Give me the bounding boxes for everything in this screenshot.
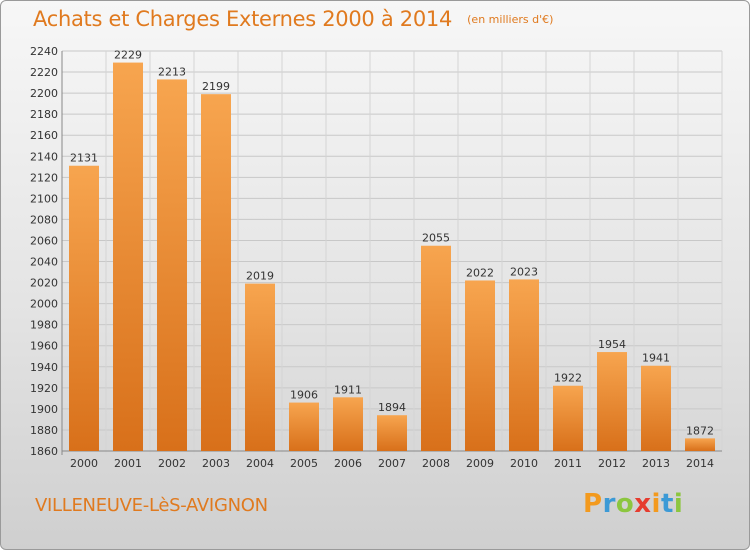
- chart-header: Achats et Charges Externes 2000 à 2014 (…: [33, 7, 553, 31]
- value-label: 2213: [158, 65, 186, 78]
- bar-2006: [333, 397, 363, 451]
- bar-2012: [597, 352, 627, 451]
- y-tick-label: 2100: [30, 192, 58, 205]
- y-tick-label: 2200: [30, 87, 58, 100]
- bar-2014: [685, 438, 715, 451]
- value-label: 1954: [598, 338, 626, 351]
- bar-2005: [289, 402, 319, 451]
- value-label: 2022: [466, 266, 494, 279]
- value-label: 1922: [554, 372, 582, 385]
- x-tick-label: 2004: [246, 457, 274, 470]
- y-tick-label: 1880: [30, 424, 58, 437]
- y-tick-label: 1920: [30, 382, 58, 395]
- chart-unit: (en milliers d'€): [467, 13, 554, 26]
- y-tick-label: 2180: [30, 108, 58, 121]
- x-tick-label: 2002: [158, 457, 186, 470]
- y-tick-label: 2060: [30, 234, 58, 247]
- bar-2003: [201, 94, 231, 451]
- y-tick-label: 2240: [30, 45, 58, 58]
- x-tick-label: 2010: [510, 457, 538, 470]
- value-label: 1906: [290, 389, 318, 402]
- value-label: 1911: [334, 383, 362, 396]
- bar-2010: [509, 279, 539, 451]
- bars: [69, 62, 715, 451]
- value-labels: 2131 2229 2213 2199 2019 1906 1911 1894 2055 2022…: [70, 49, 714, 438]
- bar-2009: [465, 280, 495, 451]
- bar-2013: [641, 365, 671, 451]
- y-tick-label: 2040: [30, 256, 58, 269]
- value-label: 1872: [686, 424, 714, 437]
- x-tick-label: 2013: [642, 457, 670, 470]
- chart-title: Achats et Charges Externes 2000 à 2014: [33, 7, 453, 31]
- x-tick-label: 2012: [598, 457, 626, 470]
- bar-2000: [69, 165, 99, 451]
- bar-2008: [421, 245, 451, 451]
- proxiti-logo[interactable]: Proxiti: [583, 489, 684, 519]
- value-label: 2055: [422, 232, 450, 245]
- value-label: 2199: [202, 80, 230, 93]
- x-tick-label: 2003: [202, 457, 230, 470]
- y-tick-label: 1900: [30, 403, 58, 416]
- y-tick-label: 1960: [30, 340, 58, 353]
- value-label: 2023: [510, 265, 538, 278]
- y-tick-label: 1860: [30, 445, 58, 458]
- city-name: VILLENEUVE-LèS-AVIGNON: [35, 495, 268, 516]
- x-tick-label: 2011: [554, 457, 582, 470]
- x-tick-label: 2009: [466, 457, 494, 470]
- value-label: 2131: [70, 152, 98, 165]
- x-tick-label: 2008: [422, 457, 450, 470]
- x-axis-labels: 2000 2001 2002 2003 2004 2005 2006 2007 2008 2009…: [70, 457, 714, 470]
- y-axis-labels: 1860 1880 1900 1920 1940 1960 1980 2000 2020 2040…: [30, 45, 58, 458]
- y-tick-label: 1940: [30, 361, 58, 374]
- value-label: 2229: [114, 49, 142, 62]
- x-tick-label: 2001: [114, 457, 142, 470]
- y-tick-label: 2120: [30, 171, 58, 184]
- y-tick-label: 2080: [30, 213, 58, 226]
- y-tick-label: 2020: [30, 277, 58, 290]
- y-tick-label: 2000: [30, 298, 58, 311]
- x-tick-label: 2000: [70, 457, 98, 470]
- value-label: 1941: [642, 352, 670, 365]
- x-tick-label: 2014: [686, 457, 714, 470]
- value-label: 1894: [378, 401, 406, 414]
- y-tick-label: 2220: [30, 66, 58, 79]
- bar-2002: [157, 79, 187, 451]
- bar-2004: [245, 283, 275, 451]
- x-tick-label: 2005: [290, 457, 318, 470]
- y-tick-label: 2140: [30, 150, 58, 163]
- y-tick-label: 2160: [30, 129, 58, 142]
- value-label: 2019: [246, 270, 274, 283]
- bar-2007: [377, 415, 407, 451]
- bar-2001: [113, 62, 143, 451]
- x-tick-label: 2007: [378, 457, 406, 470]
- y-tick-label: 1980: [30, 319, 58, 332]
- bar-2011: [553, 385, 583, 451]
- x-tick-label: 2006: [334, 457, 362, 470]
